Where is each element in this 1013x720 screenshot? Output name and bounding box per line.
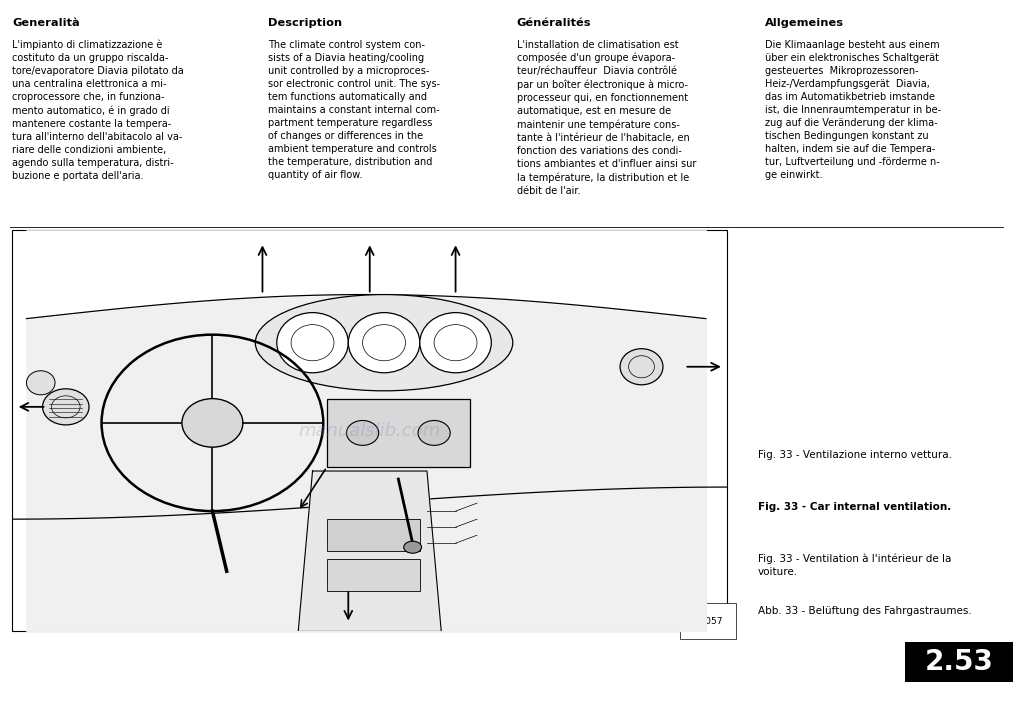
Bar <box>327 399 470 467</box>
Text: USO DELLA VETTURA: USO DELLA VETTURA <box>22 658 115 667</box>
Bar <box>12 230 727 631</box>
Ellipse shape <box>346 420 379 446</box>
Text: 2.53: 2.53 <box>925 649 993 676</box>
Ellipse shape <box>182 399 243 447</box>
Text: L'impianto di climatizzazione è
costituto da un gruppo riscalda-
tore/evaporator: L'impianto di climatizzazione è costitut… <box>12 40 184 181</box>
Text: UTILISATION DE LA VOITURE: UTILISATION DE LA VOITURE <box>496 658 621 667</box>
Text: Description: Description <box>268 18 342 28</box>
Polygon shape <box>298 471 442 631</box>
Ellipse shape <box>26 371 55 395</box>
Text: Fig. 33 - Car internal ventilation.: Fig. 33 - Car internal ventilation. <box>758 502 951 512</box>
Text: I 0057: I 0057 <box>694 616 722 626</box>
Text: Généralités: Généralités <box>517 18 592 28</box>
Ellipse shape <box>419 312 491 373</box>
Bar <box>905 642 1013 682</box>
Ellipse shape <box>418 420 450 446</box>
Ellipse shape <box>277 312 348 373</box>
Text: manualslib.com: manualslib.com <box>299 422 441 440</box>
Bar <box>327 519 419 552</box>
Text: CONTROLS - RUNNING INSTRUCTIONS: CONTROLS - RUNNING INSTRUCTIONS <box>241 658 407 667</box>
Text: Generalità: Generalità <box>12 18 80 28</box>
Ellipse shape <box>620 348 663 384</box>
Ellipse shape <box>348 312 419 373</box>
Text: Allgemeines: Allgemeines <box>765 18 844 28</box>
Text: Abb. 33 - Belüftung des Fahrgastraumes.: Abb. 33 - Belüftung des Fahrgastraumes. <box>758 606 971 616</box>
Text: Fig. 33 - Ventilazione interno vettura.: Fig. 33 - Ventilazione interno vettura. <box>758 450 952 460</box>
Text: The climate control system con-
sists of a Diavia heating/cooling
unit controlle: The climate control system con- sists of… <box>268 40 441 180</box>
Text: Fig. 33 - Ventilation à l'intérieur de la
voiture.: Fig. 33 - Ventilation à l'intérieur de l… <box>758 554 951 577</box>
Bar <box>0 644 1013 680</box>
Ellipse shape <box>255 294 513 391</box>
Text: L'installation de climatisation est
composée d'un groupe évapora-
teur/réchauffe: L'installation de climatisation est comp… <box>517 40 696 196</box>
Text: EINSATZ DES FAHRZEUGES: EINSATZ DES FAHRZEUGES <box>704 658 824 667</box>
Bar <box>327 559 419 591</box>
Ellipse shape <box>404 541 421 553</box>
Ellipse shape <box>43 389 89 425</box>
Text: Die Klimaanlage besteht aus einem
über ein elektronisches Schaltgerät
gesteuerte: Die Klimaanlage besteht aus einem über e… <box>765 40 941 180</box>
